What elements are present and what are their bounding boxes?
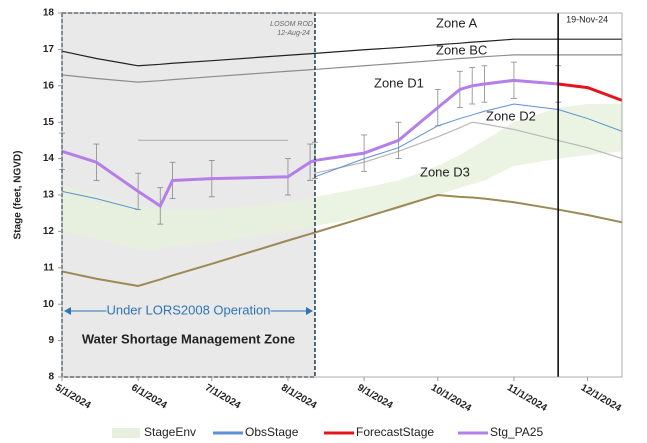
zone-label: Zone BC <box>436 42 487 57</box>
x-tick-label: 11/1/2024 <box>505 382 549 414</box>
zone-label: Zone D3 <box>420 164 470 179</box>
zone-line <box>138 121 623 174</box>
y-tick-label: 9 <box>48 335 54 346</box>
legend-label: Stg_PA25 <box>490 425 543 439</box>
y-tick-label: 17 <box>43 44 55 55</box>
x-tick-label: 7/1/2024 <box>203 382 243 411</box>
today-label: 19-Nov-24 <box>566 14 608 24</box>
x-tick-label: 8/1/2024 <box>279 382 319 411</box>
zone-label: Zone A <box>436 15 478 30</box>
x-tick-label: 5/1/2024 <box>53 382 93 411</box>
y-tick-label: 14 <box>43 153 55 164</box>
series-line <box>61 103 623 211</box>
legend-label: StageEnv <box>144 425 196 439</box>
y-tick-label: 18 <box>43 8 55 19</box>
x-tick-label: 6/1/2024 <box>129 382 169 411</box>
series-line <box>557 82 623 102</box>
band <box>62 104 622 250</box>
x-tick-label: 10/1/2024 <box>429 382 473 414</box>
legend-swatch <box>112 428 140 438</box>
y-tick-label: 16 <box>43 80 55 91</box>
shaded-region <box>62 13 315 377</box>
region-label: Under LORS2008 Operation <box>106 302 270 317</box>
y-axis-title: Stage (feet, NGVD) <box>13 151 24 240</box>
zone-label: Zone D2 <box>486 108 536 123</box>
y-tick-label: 12 <box>43 226 55 237</box>
zone-line <box>61 193 623 288</box>
legend-label: ForecastStage <box>356 425 434 439</box>
series-line <box>61 78 559 209</box>
x-tick-label: 9/1/2024 <box>355 382 395 411</box>
y-tick-label: 11 <box>43 262 54 273</box>
zone-line <box>61 54 622 83</box>
region-sublabel: Water Shortage Management Zone <box>82 331 295 346</box>
y-tick-label: 13 <box>43 190 55 201</box>
label-bg <box>106 303 271 319</box>
y-tick-label: 15 <box>43 117 55 128</box>
zone-line <box>61 38 622 67</box>
legend-label: ObsStage <box>245 425 299 439</box>
marker-date: 12-Aug-24 <box>277 30 310 37</box>
marker-label: LOSOM ROD <box>270 21 313 28</box>
y-tick-label: 10 <box>43 299 55 310</box>
x-tick-label: 12/1/2024 <box>579 382 623 414</box>
y-tick-label: 8 <box>48 372 54 383</box>
zone-label: Zone D1 <box>374 75 424 90</box>
